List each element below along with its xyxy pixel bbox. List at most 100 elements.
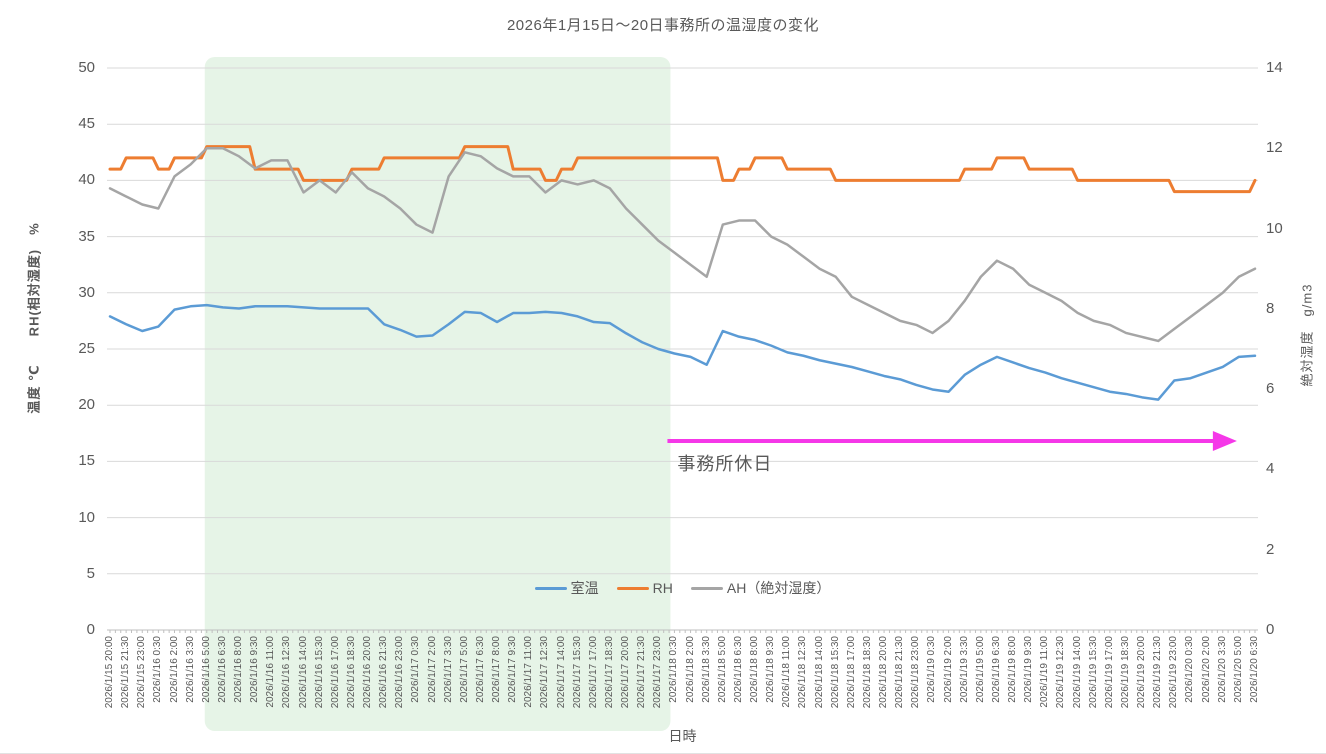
left-axis-tick-label: 15 <box>78 452 95 470</box>
x-tick-label: 2026/1/19 23:00 <box>1168 636 1180 709</box>
x-tick-label: 2026/1/16 0:30 <box>152 636 164 703</box>
chart-title: 2026年1月15日～20日事務所の温湿度の変化 <box>506 17 820 34</box>
left-axis-tick-label: 25 <box>78 340 95 357</box>
x-tick-label: 2026/1/15 21:30 <box>120 636 132 709</box>
x-tick-label: 2026/1/16 8:00 <box>233 636 244 703</box>
x-tick-label: 2026/1/19 12:30 <box>1055 636 1067 709</box>
x-tick-label: 2026/1/17 12:30 <box>539 636 551 709</box>
x-tick-label: 2026/1/18 5:00 <box>716 636 728 703</box>
legend-item-AH（絶対湿度）: AH（絶対湿度） <box>690 578 831 598</box>
right-axis-tick-label: 0 <box>1266 621 1275 638</box>
left-axis-tick-label: 10 <box>78 508 95 526</box>
x-tick-label: 2026/1/16 20:00 <box>362 636 374 709</box>
x-axis-title: 日時 <box>668 728 697 744</box>
legend-swatch-icon <box>616 586 649 590</box>
left-axis-tick-label: 45 <box>78 115 95 133</box>
x-tick-label: 2026/1/16 15:30 <box>313 636 325 709</box>
legend: 室温 RH AH（絶対湿度） <box>107 578 1258 598</box>
x-tick-label: 2026/1/18 3:30 <box>700 636 712 703</box>
x-tick-label: 2026/1/17 0:30 <box>410 636 422 703</box>
left-axis-tick-label: 30 <box>78 283 95 301</box>
legend-label: RH <box>652 580 673 596</box>
x-tick-label: 2026/1/18 8:00 <box>749 636 761 703</box>
x-tick-label: 2026/1/17 15:30 <box>571 636 583 709</box>
x-tick-label: 2026/1/18 12:30 <box>797 636 809 709</box>
x-tick-label: 2026/1/16 21:30 <box>378 636 390 709</box>
left-axis-title: 温度 ℃ RH(相対湿度) % <box>26 222 42 414</box>
x-tick-label: 2026/1/17 20:00 <box>620 636 632 709</box>
x-tick-label: 2026/1/20 2:00 <box>1200 636 1212 703</box>
x-tick-label: 2026/1/18 18:30 <box>861 636 873 709</box>
left-axis-tick-label: 20 <box>78 396 95 414</box>
x-tick-label: 2026/1/17 3:30 <box>442 636 454 703</box>
left-axis-tick-label: 0 <box>86 621 95 638</box>
legend-item-RH: RH <box>616 580 673 596</box>
right-axis-tick-label: 10 <box>1266 219 1283 237</box>
series-line-室温 <box>108 303 1257 401</box>
x-tick-label: 2026/1/17 5:00 <box>458 636 470 703</box>
right-axis-tick-label: 4 <box>1266 460 1275 478</box>
x-tick-label: 2026/1/18 14:00 <box>813 636 825 709</box>
left-axis-tick-label: 50 <box>78 59 95 76</box>
x-tick-label: 2026/1/17 2:00 <box>426 636 438 703</box>
x-tick-label: 2026/1/19 0:30 <box>926 636 938 703</box>
left-axis-tick-label: 40 <box>78 171 95 189</box>
holiday-annotation-label: 事務所休日 <box>677 454 773 474</box>
x-tick-label: 2026/1/16 3:30 <box>184 636 196 703</box>
x-tick-label: 2026/1/17 21:30 <box>636 636 648 709</box>
left-axis-tick-label: 5 <box>86 564 95 582</box>
x-tick-label: 2026/1/16 11:00 <box>265 636 277 708</box>
x-tick-label: 2026/1/17 14:00 <box>555 636 567 709</box>
x-tick-label: 2026/1/19 14:00 <box>1071 636 1083 709</box>
x-tick-label: 2026/1/17 11:00 <box>523 636 535 708</box>
right-axis-tick-label: 12 <box>1266 139 1283 157</box>
x-tick-label: 2026/1/16 12:30 <box>281 636 293 709</box>
right-axis-tick-label: 8 <box>1266 299 1275 317</box>
x-tick-label: 2026/1/19 20:00 <box>1136 636 1148 709</box>
x-tick-label: 2026/1/19 11:00 <box>1039 636 1051 708</box>
legend-swatch-icon <box>534 586 567 590</box>
x-tick-label: 2026/1/20 3:30 <box>1216 636 1228 703</box>
x-tick-label: 2026/1/18 2:00 <box>684 636 696 703</box>
x-tick-label: 2026/1/15 20:00 <box>104 636 115 709</box>
highlight-region <box>204 57 671 731</box>
x-tick-label: 2026/1/18 17:00 <box>845 636 857 709</box>
x-tick-label: 2026/1/18 15:30 <box>829 636 841 709</box>
x-tick-label: 2026/1/17 9:30 <box>507 636 519 703</box>
x-tick-label: 2026/1/18 23:00 <box>910 636 922 709</box>
x-tick-label: 2026/1/19 9:30 <box>1023 636 1035 703</box>
x-tick-label: 2026/1/15 23:00 <box>136 636 148 709</box>
x-tick-label: 2026/1/18 9:30 <box>765 636 777 703</box>
x-tick-label: 2026/1/16 2:00 <box>168 636 180 703</box>
legend-item-室温: 室温 <box>534 578 599 598</box>
x-tick-label: 2026/1/19 18:30 <box>1119 636 1131 709</box>
x-tick-label: 2026/1/19 21:30 <box>1152 636 1164 709</box>
x-tick-label: 2026/1/18 11:00 <box>781 636 793 708</box>
x-tick-label: 2026/1/19 17:00 <box>1103 636 1115 709</box>
x-tick-label: 2026/1/17 6:30 <box>474 636 486 703</box>
x-tick-label: 2026/1/19 2:00 <box>942 636 954 703</box>
right-axis-tick-label: 2 <box>1266 540 1275 558</box>
series-line-AH（絶対湿度） <box>108 147 1257 343</box>
right-axis-tick-label: 6 <box>1266 380 1275 398</box>
x-tick-label: 2026/1/16 14:00 <box>297 636 309 709</box>
legend-label: 室温 <box>570 580 599 596</box>
holiday-arrow-head <box>1212 431 1237 451</box>
x-tick-label: 2026/1/17 23:00 <box>652 636 664 709</box>
right-axis-tick-label: 14 <box>1266 59 1283 76</box>
x-tick-label: 2026/1/16 17:00 <box>329 636 341 709</box>
x-tick-label: 2026/1/16 6:30 <box>216 636 228 703</box>
x-tick-label: 2026/1/16 18:30 <box>345 636 357 709</box>
x-tick-label: 2026/1/18 6:30 <box>732 636 744 703</box>
legend-label: AH（絶対湿度） <box>726 580 831 596</box>
x-tick-label: 2026/1/18 0:30 <box>668 636 680 703</box>
x-tick-label: 2026/1/19 5:00 <box>974 636 986 703</box>
x-tick-label: 2026/1/17 8:00 <box>491 636 503 703</box>
x-tick-label: 2026/1/16 23:00 <box>394 636 406 709</box>
x-tick-label: 2026/1/17 18:30 <box>603 636 615 709</box>
left-axis-tick-label: 35 <box>78 227 95 245</box>
x-tick-label: 2026/1/19 8:00 <box>1007 636 1019 703</box>
x-tick-label: 2026/1/20 6:30 <box>1249 636 1260 703</box>
